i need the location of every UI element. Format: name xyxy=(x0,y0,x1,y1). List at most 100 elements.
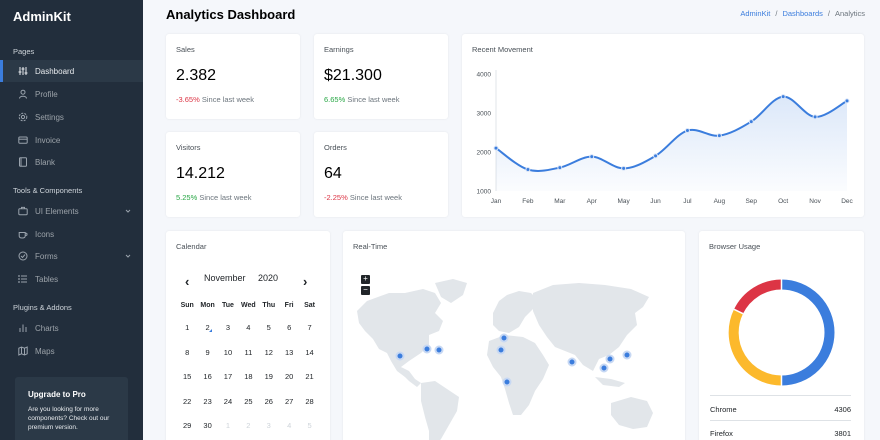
recent-movement-chart: 1000 2000 3000 4000 Jan Feb Mar Apr May Jun Jul Aug… xyxy=(477,70,854,205)
calendar-day[interactable]: 12 xyxy=(264,347,273,357)
data-point[interactable] xyxy=(780,94,786,100)
sales-value: 2.382 xyxy=(176,67,217,84)
map-marker[interactable] xyxy=(567,357,577,367)
calendar-day[interactable]: 1 xyxy=(185,323,190,332)
calendar-day[interactable]: 4 xyxy=(246,323,251,332)
chevron-down-icon xyxy=(125,252,131,261)
calendar-day[interactable]: 23 xyxy=(203,396,212,406)
page-title: Analytics Dashboard xyxy=(166,7,295,22)
calendar-day[interactable]: 9 xyxy=(205,347,210,357)
calendar-day[interactable]: 8 xyxy=(185,347,190,357)
sidebar-item-label: Profile xyxy=(35,89,58,99)
calendar-day[interactable]: 13 xyxy=(284,347,294,357)
calendar-day[interactable]: 25 xyxy=(244,396,253,406)
calendar-day[interactable]: 22 xyxy=(183,396,192,406)
sidebar-item-label: Dashboard xyxy=(35,66,75,76)
calendar-day[interactable]: 27 xyxy=(284,396,294,406)
data-point[interactable] xyxy=(812,114,818,120)
today-marker xyxy=(209,329,213,332)
calendar-day[interactable]: 17 xyxy=(223,372,233,381)
sidebar-item-ui-elements[interactable]: UI Elements xyxy=(0,200,143,222)
calendar-day[interactable]: 11 xyxy=(244,347,253,357)
sidebar-item-tables[interactable]: Tables xyxy=(0,268,143,290)
table-divider xyxy=(710,395,851,396)
recent-movement-card: Recent Movement 1000 2000 3000 4000 Jan Feb Ma… xyxy=(462,34,864,217)
data-point[interactable] xyxy=(525,167,531,173)
calendar-day[interactable]: 30 xyxy=(203,421,212,430)
calendar-day[interactable]: 20 xyxy=(284,372,294,381)
breadcrumb-adminkit[interactable]: AdminKit xyxy=(740,9,771,18)
sidebar-item-charts[interactable]: Charts xyxy=(0,317,143,339)
calendar-day-next-month[interactable]: 5 xyxy=(307,421,312,430)
sliders-icon xyxy=(17,65,29,77)
sidebar-item-forms[interactable]: Forms xyxy=(0,245,143,267)
calendar-day[interactable]: 28 xyxy=(305,396,314,406)
doughnut-segment-other[interactable] xyxy=(734,279,782,314)
map-zoom-out-button[interactable]: − xyxy=(361,286,370,295)
earnings-note: Since last week xyxy=(347,95,400,104)
calendar-day-next-month[interactable]: 4 xyxy=(287,421,292,430)
sidebar-item-invoice[interactable]: Invoice xyxy=(0,129,143,151)
calendar-year: 2020 xyxy=(258,273,279,283)
calendar-day[interactable]: 16 xyxy=(203,372,212,381)
calendar-day[interactable]: 26 xyxy=(264,396,273,406)
coffee-icon xyxy=(17,228,29,240)
calendar-day-next-month[interactable]: 2 xyxy=(246,421,251,430)
calendar-day[interactable]: 3 xyxy=(225,323,231,332)
world-map[interactable] xyxy=(343,231,685,440)
sidebar-item-settings[interactable]: Settings xyxy=(0,106,143,128)
sidebar-item-maps[interactable]: Maps xyxy=(0,340,143,362)
sidebar-item-icons[interactable]: Icons xyxy=(0,223,143,245)
calendar-day[interactable]: 10 xyxy=(223,347,233,357)
calendar-day[interactable]: 19 xyxy=(264,372,273,381)
calendar-day[interactable]: 5 xyxy=(266,323,271,332)
data-point[interactable] xyxy=(653,153,659,159)
map-zoom-in-button[interactable]: + xyxy=(361,275,370,284)
calendar-prev-button[interactable]: ‹ xyxy=(185,274,190,289)
orders-change-row: -2.25% Since last week xyxy=(324,193,402,202)
map-marker[interactable] xyxy=(605,354,615,364)
calendar-day[interactable]: 18 xyxy=(244,372,253,381)
map-marker[interactable] xyxy=(499,333,509,343)
map-marker[interactable] xyxy=(496,345,506,355)
sidebar-item-blank[interactable]: Blank xyxy=(0,151,143,173)
calendar-day[interactable]: 7 xyxy=(307,323,312,332)
calendar-grid: Sun Mon Tue Wed Thu Fri Sat 1 2 3 4 5 6 … xyxy=(177,302,320,440)
data-point[interactable] xyxy=(557,165,563,171)
calendar-day[interactable]: 6 xyxy=(287,323,292,332)
y-tick-label: 3000 xyxy=(477,111,492,118)
data-point[interactable] xyxy=(748,119,754,125)
data-point[interactable] xyxy=(684,128,690,134)
data-point[interactable] xyxy=(621,165,627,171)
data-point[interactable] xyxy=(589,154,595,160)
map-marker[interactable] xyxy=(622,350,632,360)
sidebar-section-plugins: Plugins & Addons xyxy=(13,303,72,312)
calendar-day[interactable]: 14 xyxy=(305,347,314,357)
map-marker[interactable] xyxy=(422,344,432,354)
map-marker[interactable] xyxy=(502,377,512,387)
data-point[interactable] xyxy=(493,145,499,151)
calendar-day-today[interactable]: 2 xyxy=(197,322,217,347)
map-marker[interactable] xyxy=(434,345,444,355)
calendar-day[interactable]: 24 xyxy=(223,396,233,406)
map-marker[interactable] xyxy=(395,351,405,361)
calendar-day[interactable]: 29 xyxy=(183,421,192,430)
sidebar-item-label: Settings xyxy=(35,112,64,122)
calendar-day[interactable]: 15 xyxy=(183,372,192,381)
data-point[interactable] xyxy=(844,98,850,104)
doughnut-segment-chrome[interactable] xyxy=(781,279,835,386)
sidebar-item-profile[interactable]: Profile xyxy=(0,83,143,105)
calendar-day[interactable]: 21 xyxy=(305,372,314,381)
sidebar-item-dashboard[interactable]: Dashboard xyxy=(0,60,143,82)
earnings-title: Earnings xyxy=(324,45,354,54)
calendar-day-next-month[interactable]: 1 xyxy=(225,421,231,430)
breadcrumb-dashboards[interactable]: Dashboards xyxy=(782,9,823,18)
doughnut-segment-firefox[interactable] xyxy=(728,309,782,386)
visitors-title: Visitors xyxy=(176,143,201,152)
brand-logo[interactable]: AdminKit xyxy=(13,9,71,24)
map-marker[interactable] xyxy=(599,363,609,373)
calendar-next-button[interactable]: › xyxy=(303,274,308,289)
calendar-card: Calendar ‹ November 2020 › Sun Mon Tue W… xyxy=(166,231,330,440)
calendar-day-next-month[interactable]: 3 xyxy=(266,421,271,430)
data-point[interactable] xyxy=(716,133,722,139)
